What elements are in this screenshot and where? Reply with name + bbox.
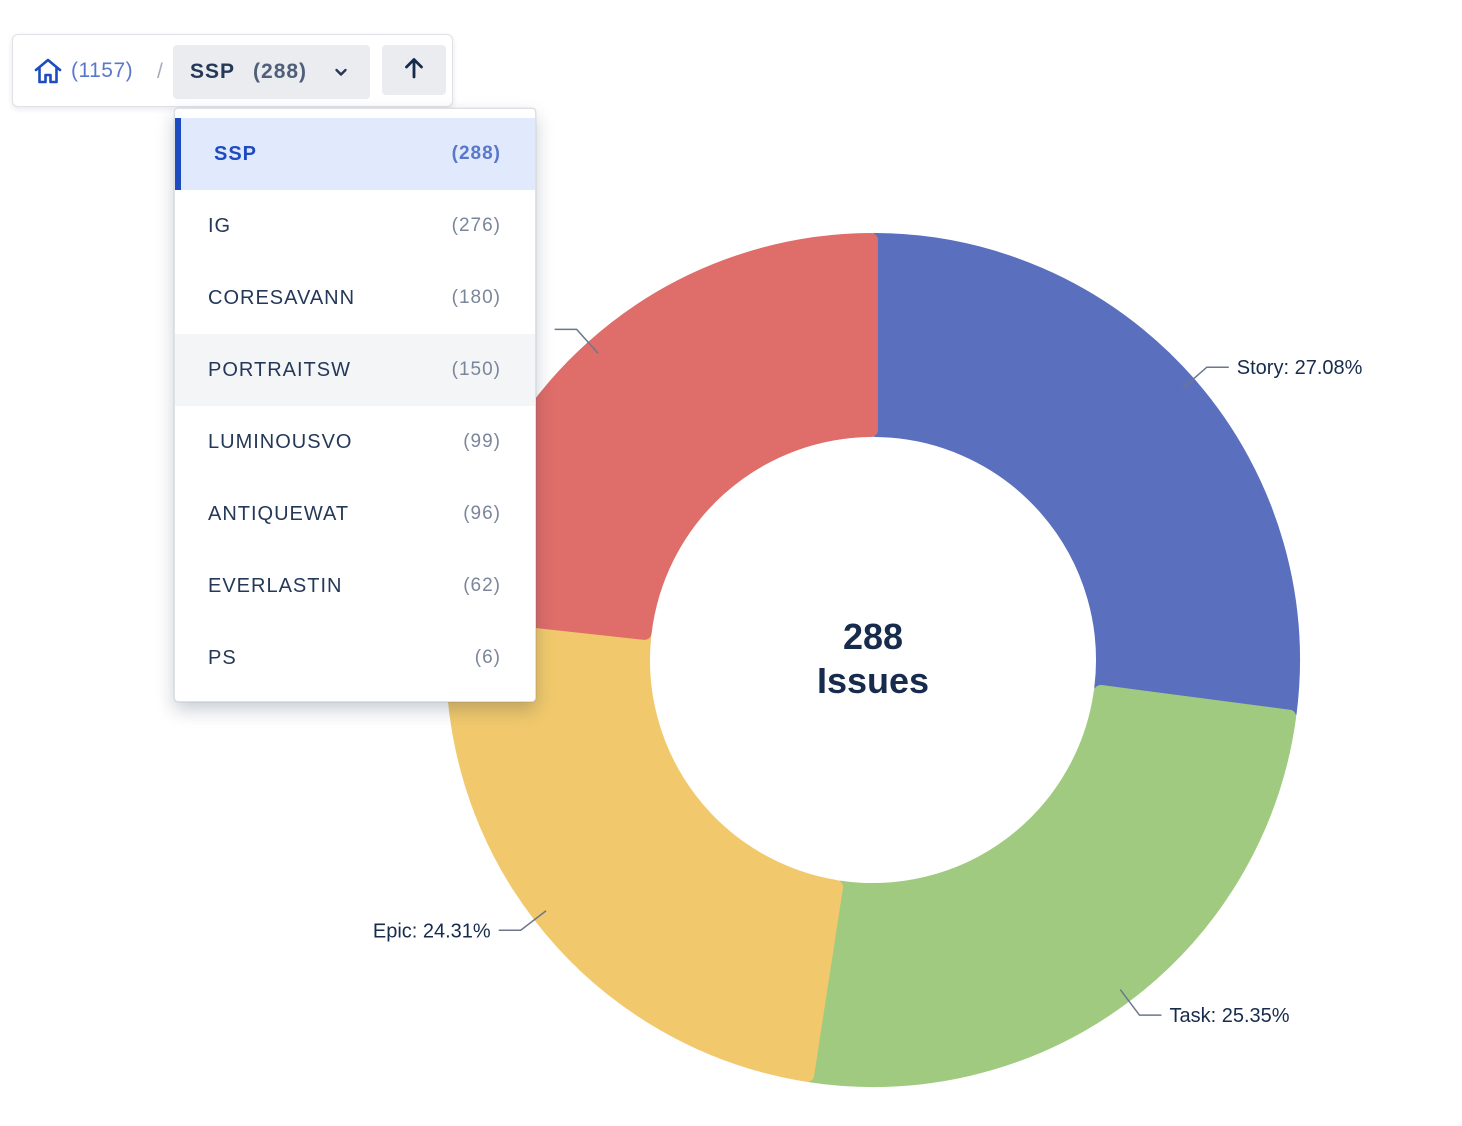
pie-slice[interactable] <box>868 233 1300 720</box>
dropdown-item-name: SSP <box>214 142 258 165</box>
dropdown-item-count: (180) <box>451 287 501 308</box>
dropdown-item[interactable]: PORTRAITSW (150) <box>175 334 535 406</box>
leader-line <box>1182 366 1229 389</box>
dropdown-item-name: PS <box>208 646 237 669</box>
navigate-up-button[interactable] <box>382 45 446 95</box>
dropdown-item-count: (276) <box>451 215 501 236</box>
dropdown-item-name: CORESAVANN <box>208 286 356 309</box>
slice-label: Story: 27.08% <box>1237 357 1363 379</box>
dropdown-item-name: IG <box>208 214 232 237</box>
dropdown-item-count: (96) <box>463 503 501 524</box>
home-breadcrumb[interactable]: (1157) <box>33 47 133 95</box>
dropdown-item[interactable]: PS (6) <box>175 622 535 694</box>
project-dropdown-menu: SSP (288) IG (276) CORESAVANN (180) PORT… <box>174 108 536 702</box>
leader-line <box>554 328 599 354</box>
dropdown-item-name: EVERLASTIN <box>208 574 343 597</box>
breadcrumb-bar: (1157) / SSP (288) <box>12 34 453 107</box>
dropdown-item[interactable]: ANTIQUEWAT (96) <box>175 478 535 550</box>
dropdown-item-name: ANTIQUEWAT <box>208 502 350 525</box>
chart-center-value: 288 <box>843 616 903 657</box>
selected-project-count: (288) <box>253 60 308 83</box>
arrow-up-icon <box>403 56 425 85</box>
dropdown-item-count: (150) <box>451 359 501 380</box>
slice-label: Task: 25.35% <box>1169 1005 1289 1027</box>
dropdown-item-name: PORTRAITSW <box>208 358 351 381</box>
dropdown-item-count: (6) <box>474 647 501 668</box>
dropdown-item[interactable]: EVERLASTIN (62) <box>175 550 535 622</box>
slice-label: Epic: 24.31% <box>373 920 491 942</box>
leader-line <box>498 910 547 932</box>
pie-slice[interactable] <box>804 684 1297 1087</box>
chevron-down-icon <box>334 65 348 84</box>
home-icon <box>33 57 63 85</box>
dropdown-item-count: (62) <box>463 575 501 596</box>
leader-line <box>1119 989 1162 1016</box>
breadcrumb-separator: / <box>157 60 163 83</box>
project-select[interactable]: SSP (288) <box>173 45 370 99</box>
selected-project-name: SSP <box>190 60 236 83</box>
home-count: (1157) <box>71 59 134 82</box>
dropdown-item-name: LUMINOUSVO <box>208 430 353 453</box>
dropdown-item-count: (288) <box>451 143 501 164</box>
dropdown-item[interactable]: IG (276) <box>175 190 535 262</box>
dropdown-item-count: (99) <box>463 431 501 452</box>
dropdown-item[interactable]: CORESAVANN (180) <box>175 262 535 334</box>
chart-center-label: Issues <box>817 660 929 701</box>
dropdown-item[interactable]: LUMINOUSVO (99) <box>175 406 535 478</box>
dropdown-item[interactable]: SSP (288) <box>175 118 535 190</box>
